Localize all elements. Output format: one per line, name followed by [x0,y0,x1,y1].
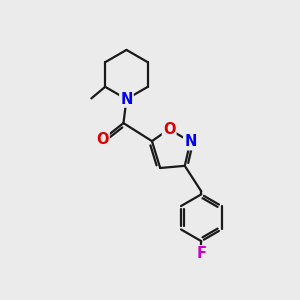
Text: F: F [196,246,206,261]
Text: N: N [184,134,196,149]
Text: N: N [120,92,133,106]
Text: O: O [96,132,109,147]
Text: O: O [163,122,175,136]
